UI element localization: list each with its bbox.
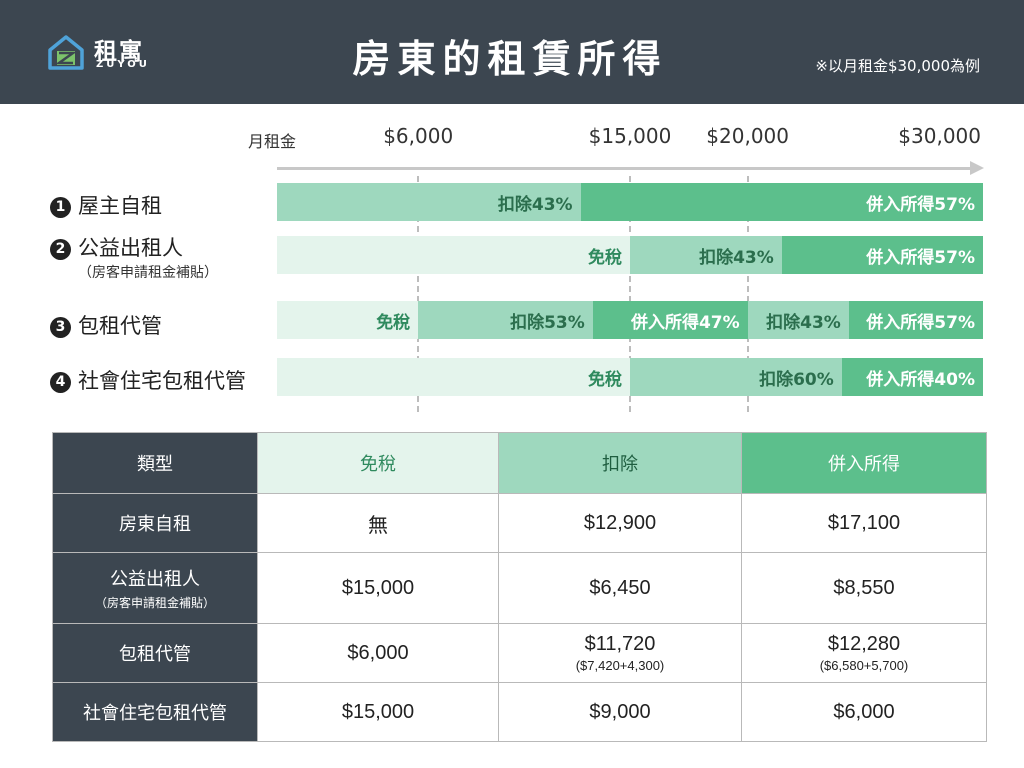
x-gridline [417,176,420,412]
cell-deduct: $9,000 [498,682,742,742]
cell-deduct: $12,900 [498,493,742,553]
cell-income: $12,280 ($6,580+5,700) [741,623,987,683]
table-row: 包租代管 $6,000 $11,720 ($7,420+4,300) $12,2… [52,623,987,683]
cell-income: $17,100 [741,493,987,553]
header-exempt: 免稅 [257,432,499,494]
x-gridline [629,176,631,412]
bar-segment-label: 免稅 [588,369,622,390]
bar-segment-label: 併入所得47% [630,312,740,333]
axis-arrow-icon [970,161,984,175]
row-type-label: 社會住宅包租代管 [83,703,227,723]
x-gridline [746,176,749,412]
row-type-label: 公益出租人 [110,569,200,589]
row-type: 房東自租 [52,493,258,553]
bar-segment-label: 免稅 [588,247,622,268]
bar-segment-income: 併入所得47% [592,301,748,339]
x-tick-label: $30,000 [898,124,981,148]
row-number-badge: 3 [50,317,71,338]
table-row: 房東自租 無 $12,900 $17,100 [52,493,987,553]
rental-income-chart: 月租金 $6,000 $15,000 $20,000 $30,000 1 屋主自租 扣除43… [0,104,1024,420]
row-name: 包租代管 [78,314,162,338]
cell-income: $6,000 [741,682,987,742]
cell-income-value: $12,280 [827,633,901,655]
table-row: 公益出租人 （房客申請租金補貼） $15,000 $6,450 $8,550 [52,552,987,624]
bar-segment-label: 扣除43% [766,312,841,333]
x-tick-label: $15,000 [588,124,672,148]
row-sub-label: （房客申請租金補貼） [78,265,218,281]
row-number-badge: 2 [50,239,71,260]
header-deduct: 扣除 [498,432,742,494]
income-table: 類型 免稅 扣除 併入所得 房東自租 無 $12,900 $17,100 公益出… [52,432,987,742]
x-tick-label: $6,000 [383,124,454,148]
bar-segment-exempt: 免稅 [277,358,630,396]
bar-segment-deduct: 扣除60% [630,358,842,396]
bar-segment-income: 併入所得57% [781,236,983,274]
row-number-badge: 4 [50,372,71,393]
bar-segment-exempt: 免稅 [277,301,419,339]
bar-segment-income: 併入所得57% [848,301,983,339]
row-label: 3 包租代管 [50,310,162,340]
row-name: 公益出租人 [78,236,183,260]
row-type-sub: （房客申請租金補貼） [94,596,215,610]
bar-segment-income: 併入所得40% [841,358,983,396]
cell-exempt: $6,000 [257,623,499,683]
house-logo-icon [48,35,84,70]
axis-label: 月租金 [248,132,297,151]
table-header-row: 類型 免稅 扣除 併入所得 [52,432,987,494]
row-label: 1 屋主自租 [50,190,162,220]
table-row: 社會住宅包租代管 $15,000 $9,000 $6,000 [52,682,987,742]
bar-segment-label: 併入所得57% [866,194,975,215]
cell-exempt: $15,000 [257,552,499,624]
bar-segment-deduct: 扣除43% [277,183,581,221]
row-name: 社會住宅包租代管 [78,369,246,393]
bar-segment-deduct: 扣除43% [630,236,782,274]
bar-segment-label: 免稅 [376,312,411,333]
header-income: 併入所得 [741,432,987,494]
cell-deduct: $11,720 ($7,420+4,300) [498,623,742,683]
logo-english-text: ZUYOU [96,59,150,70]
bar-segment-label: 併入所得57% [866,247,975,268]
bar-segment-deduct: 扣除53% [418,301,593,339]
bar-segment-income: 併入所得57% [580,183,983,221]
cell-income-breakdown: ($6,580+5,700) [819,658,909,673]
row-name: 屋主自租 [78,194,162,218]
bar-segment-label: 扣除60% [759,369,834,390]
example-note: ※以月租金$30,000為例 [815,57,980,75]
bar-segment-label: 扣除43% [497,194,573,215]
cell-exempt: $15,000 [257,682,499,742]
row-number-badge: 1 [50,197,71,218]
cell-deduct-value: $11,720 [584,633,656,655]
header-bar: 租寓 ZUYOU 房東的租賃所得 ※以月租金$30,000為例 [0,0,1024,104]
bar-segment-label: 扣除43% [699,247,774,268]
row-label: 4 社會住宅包租代管 [50,365,246,395]
bar-segment-exempt: 免稅 [277,236,630,274]
row-type: 社會住宅包租代管 [52,682,258,742]
row-type-label: 房東自租 [119,514,191,534]
row-type: 公益出租人 （房客申請租金補貼） [52,552,258,624]
bar-segment-label: 扣除53% [510,312,585,333]
page-title: 房東的租賃所得 [352,37,668,81]
bar-segment-label: 併入所得57% [866,312,975,333]
bar-segment-deduct: 扣除43% [747,301,849,339]
row-type: 包租代管 [52,623,258,683]
row-type-label: 包租代管 [119,644,191,664]
logo-chinese-text: 租寓 [94,39,144,65]
cell-exempt: 無 [257,493,499,553]
header-type: 類型 [52,432,258,494]
x-axis-line [277,167,975,170]
cell-deduct-breakdown: ($7,420+4,300) [575,658,665,673]
zuyou-logo[interactable]: 租寓 ZUYOU [46,32,166,74]
x-tick-label: $20,000 [706,124,790,148]
row-label: 2 公益出租人 [50,232,183,262]
bar-segment-label: 併入所得40% [866,369,975,390]
cell-deduct: $6,450 [498,552,742,624]
cell-income: $8,550 [741,552,987,624]
